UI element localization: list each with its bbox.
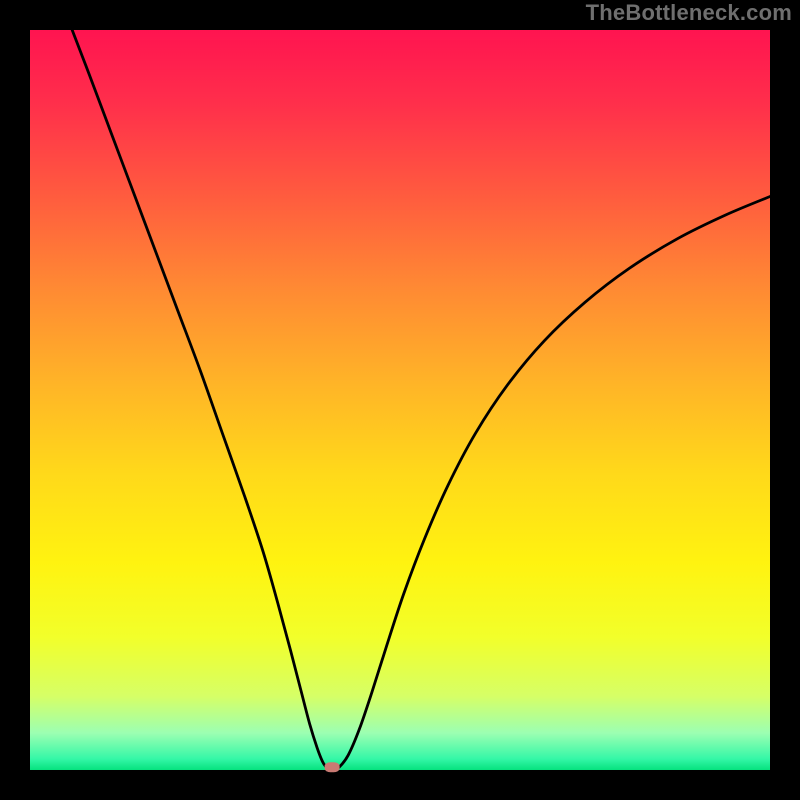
bottleneck-curve-svg (30, 30, 770, 770)
bottleneck-curve-path (72, 30, 770, 770)
plot-area (30, 30, 770, 770)
image-frame: TheBottleneck.com (0, 0, 800, 800)
watermark-text: TheBottleneck.com (586, 0, 792, 26)
optimal-point-marker (325, 762, 340, 772)
